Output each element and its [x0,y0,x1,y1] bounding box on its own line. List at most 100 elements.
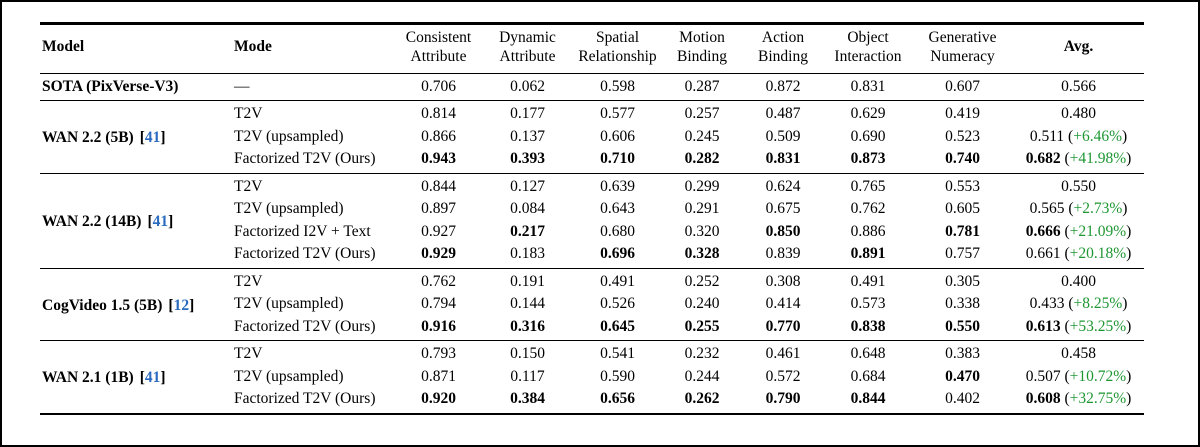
mode-cell: Factorized T2V (Ours) [234,317,376,335]
avg-delta: (+41.98%) [1064,150,1131,167]
metric-cell-object-interaction: 0.684 [850,367,886,385]
avg-cell: 0.507 (+10.72%) [1013,365,1144,388]
table-row: T2V (upsampled) 0.866 0.137 0.606 0.245 0.509… [40,125,1144,148]
metric-cell-generative-numeracy: 0.605 [945,200,980,218]
table-row: Factorized T2V (Ours) 0.943 0.393 0.710 0.28… [40,148,1144,174]
citation-link[interactable]: [41] [147,213,173,230]
column-header-spatial-relationship: Spatial Relationship [573,23,662,74]
metric-cell-object-interaction: 0.886 [850,222,886,240]
metric-cell-generative-numeracy: 0.338 [945,295,980,313]
model-cell: SOTA (PixVerse-V3) [40,73,232,101]
metric-cell-motion-binding: 0.291 [684,200,720,218]
model-group: WAN 2.2 (5B) [41] T2V 0.814 0.177 0.577 0.257 0… [40,100,1144,174]
model-label: SOTA (PixVerse-V3) [42,77,179,95]
metric-cell-consistent-attribute: 0.814 [421,105,456,123]
avg-delta-value: +32.75% [1069,390,1127,408]
avg-value: 0.480 [1061,105,1096,123]
metric-cell-dynamic-attribute: 0.384 [510,390,545,408]
metric-cell-object-interaction: 0.491 [850,272,886,290]
model-group: WAN 2.2 (14B) [41] T2V 0.844 0.127 0.639 0.299… [40,173,1144,268]
delta-paren: ( [1064,367,1070,385]
delta-paren: ( [1064,245,1070,263]
metric-cell-action-binding: 0.872 [765,77,801,95]
model-cell: WAN 2.2 (14B) [41] [40,173,232,268]
citation-number[interactable]: 12 [173,296,190,314]
model-group: SOTA (PixVerse-V3) — 0.706 0.062 0.598 0.287 0… [40,73,1144,101]
avg-delta: (+20.18%) [1064,245,1131,262]
metric-cell-consistent-attribute: 0.866 [421,127,456,145]
metric-cell-object-interaction: 0.873 [850,150,886,168]
delta-paren: ) [1126,222,1132,240]
mode-cell: Factorized T2V (Ours) [234,150,376,168]
metric-cell-generative-numeracy: 0.550 [945,317,980,335]
mode-cell: T2V [234,105,263,123]
metric-cell-dynamic-attribute: 0.150 [510,345,545,363]
avg-delta-value: +6.46% [1073,127,1122,145]
citation-link[interactable]: [12] [168,297,194,314]
avg-cell: 0.613 (+53.25%) [1013,315,1144,341]
model-label: CogVideo 1.5 (5B) [42,296,163,314]
citation-bracket: ] [160,369,166,387]
citation-number[interactable]: 41 [152,212,169,230]
metric-cell-action-binding: 0.487 [765,105,801,123]
avg-delta: (+32.75%) [1064,390,1131,407]
metric-cell-motion-binding: 0.262 [684,390,720,408]
delta-paren: ( [1064,317,1070,335]
mode-cell: T2V [234,345,263,363]
avg-delta: (+8.25%) [1068,295,1127,312]
metric-cell-motion-binding: 0.287 [684,77,720,95]
metric-cell-spatial-relationship: 0.710 [600,150,635,168]
metric-cell-action-binding: 0.675 [765,200,801,218]
table-row: WAN 2.2 (14B) [41] T2V 0.844 0.127 0.639 0.299… [40,173,1144,230]
avg-delta-value: +53.25% [1069,317,1127,335]
mode-cell: T2V (upsampled) [234,295,344,313]
avg-delta-value: +21.09% [1069,222,1127,240]
delta-paren: ( [1064,222,1070,240]
citation-number[interactable]: 41 [144,129,161,147]
citation-bracket: ] [160,129,166,147]
avg-cell: 0.608 (+32.75%) [1013,388,1144,414]
metric-cell-object-interaction: 0.838 [850,317,886,335]
delta-paren: ) [1121,127,1128,145]
metric-cell-spatial-relationship: 0.696 [600,245,635,263]
avg-delta-value: +41.98% [1069,150,1127,168]
delta-paren: ( [1064,390,1070,408]
mode-cell: T2V [234,272,263,290]
avg-value: 0.613 [1025,317,1061,335]
metric-cell-dynamic-attribute: 0.393 [510,150,545,168]
avg-value: 0.565 [1029,200,1065,218]
citation-link[interactable]: [41] [140,129,166,146]
delta-paren: ( [1068,295,1074,313]
column-header-dynamic-attribute: Dynamic Attribute [482,23,573,74]
metric-cell-motion-binding: 0.299 [684,177,720,195]
table-row: T2V (upsampled) 0.897 0.084 0.643 0.291 0.675… [40,198,1144,221]
metric-cell-spatial-relationship: 0.643 [600,200,635,218]
citation-link[interactable]: [41] [140,369,166,386]
metric-cell-object-interaction: 0.690 [850,127,886,145]
mode-cell: T2V (upsampled) [234,127,344,145]
results-table: Model Mode Consistent Attribute Dynamic Att… [40,22,1144,415]
column-header-consistent-attribute: Consistent Attribute [395,23,482,74]
mode-cell: T2V (upsampled) [234,367,344,385]
metric-cell-object-interaction: 0.573 [850,295,886,313]
table-container: Model Mode Consistent Attribute Dynamic Att… [40,22,1144,415]
citation-number[interactable]: 41 [144,369,161,387]
metric-cell-consistent-attribute: 0.929 [421,245,456,263]
metric-cell-dynamic-attribute: 0.144 [510,295,545,313]
metric-cell-action-binding: 0.572 [765,367,801,385]
table-row: SOTA (PixVerse-V3) — 0.706 0.062 0.598 0.287 0… [40,73,1144,101]
citation-bracket: ] [189,296,195,314]
delta-paren: ) [1126,317,1132,335]
metric-cell-motion-binding: 0.257 [684,105,720,123]
mode-cell: — [234,77,250,95]
metric-cell-consistent-attribute: 0.916 [421,317,456,335]
citation-bracket: [ [139,129,145,147]
model-label: WAN 2.2 (5B) [42,129,134,147]
mode-cell: T2V (upsampled) [234,200,344,218]
citation-bracket: ] [168,212,174,230]
metric-cell-spatial-relationship: 0.598 [600,77,635,95]
metric-cell-consistent-attribute: 0.943 [421,150,456,168]
avg-value: 0.507 [1025,367,1061,385]
model-label: WAN 2.1 (1B) [42,369,134,387]
